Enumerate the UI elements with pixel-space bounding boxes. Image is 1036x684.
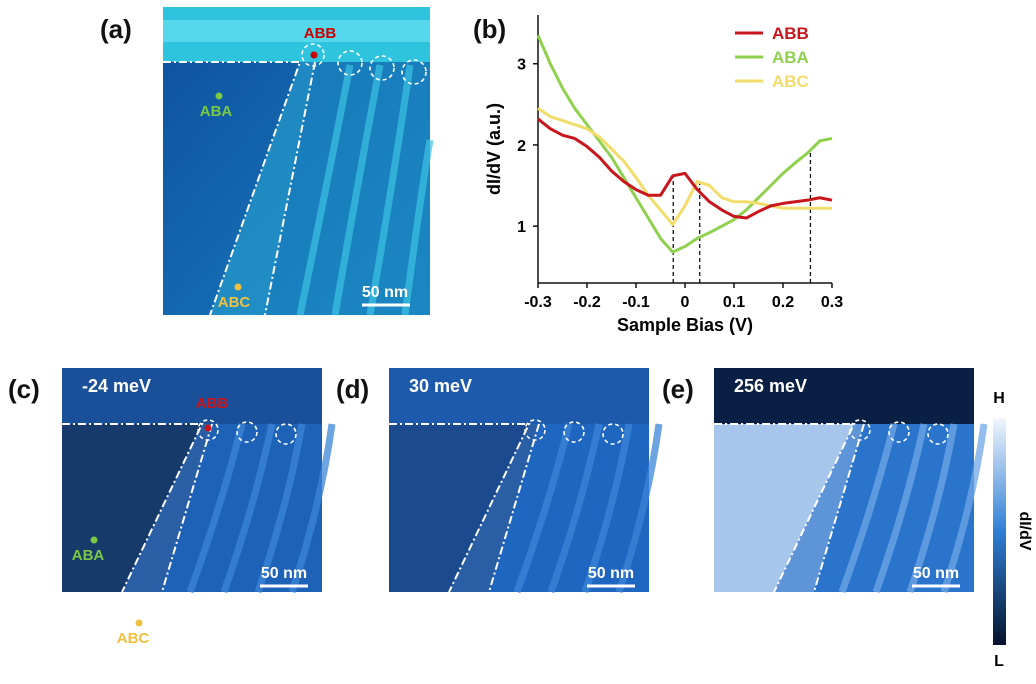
- top-band: [163, 20, 430, 42]
- y-tick-label: 1: [517, 219, 526, 236]
- site-label: ABA: [200, 103, 233, 120]
- site-label: ABB: [196, 395, 229, 412]
- panel-label: (d): [336, 374, 369, 404]
- y-tick-label: 3: [517, 57, 526, 74]
- site-dot: [235, 284, 242, 291]
- scale-bar-label: 50 nm: [913, 565, 959, 582]
- site-dot: [205, 425, 212, 432]
- scale-bar-label: 50 nm: [362, 284, 408, 301]
- site-label: ABB: [304, 25, 337, 42]
- site-label: ABC: [117, 630, 150, 647]
- legend-label: ABA: [772, 48, 809, 67]
- x-tick-label: 0.2: [772, 294, 794, 311]
- scale-bar-label: 50 nm: [588, 565, 634, 582]
- chart: -0.3 -0.2 -0.1 0 0.1 0.2 0.3 1 2 3 Sample Bias (V)…: [484, 15, 843, 335]
- x-tick-label: -0.1: [622, 294, 650, 311]
- maps: (c) -24 meV 50 nm ABB ABA ABC (d) 30 meV 50 nm (e…: [8, 368, 984, 647]
- colorbar-low: L: [994, 653, 1004, 670]
- x-tick-label: 0.3: [821, 294, 843, 311]
- x-tick-label: -0.3: [524, 294, 552, 311]
- site-dot: [136, 620, 143, 627]
- series-line: [538, 108, 832, 224]
- x-tick-label: -0.2: [573, 294, 601, 311]
- legend-label: ABB: [772, 24, 809, 43]
- x-axis-label: Sample Bias (V): [617, 315, 753, 335]
- x-tick-label: 0: [681, 294, 690, 311]
- y-tick-label: 2: [517, 138, 526, 155]
- site-label: ABC: [218, 294, 251, 311]
- site-dot: [216, 93, 223, 100]
- panel-label: (e): [662, 374, 694, 404]
- panel-label: (a): [100, 14, 132, 44]
- colorbar: H L dI/dV: [993, 390, 1033, 670]
- energy-label: -24 meV: [82, 376, 151, 396]
- legend-label: ABC: [772, 72, 809, 91]
- panel-a: (a) ABB ABA ABC 50 nm: [100, 7, 430, 315]
- energy-label: 30 meV: [409, 376, 472, 396]
- scale-bar-label: 50 nm: [261, 565, 307, 582]
- colorbar-scale: [993, 418, 1006, 645]
- panel-label: (b): [473, 14, 506, 44]
- figure: (a) ABB ABA ABC 50 nm (b) -0.3 -0.2 -0.1 0 0…: [0, 0, 1036, 679]
- colorbar-title: dI/dV: [1016, 511, 1033, 550]
- colorbar-high: H: [993, 390, 1005, 407]
- site-label: ABA: [72, 547, 105, 564]
- energy-label: 256 meV: [734, 376, 807, 396]
- x-tick-label: 0.1: [723, 294, 745, 311]
- site-dot: [91, 537, 98, 544]
- site-dot: [311, 52, 318, 59]
- panel-label: (c): [8, 374, 40, 404]
- y-axis-label: dI/dV (a.u.): [484, 103, 504, 195]
